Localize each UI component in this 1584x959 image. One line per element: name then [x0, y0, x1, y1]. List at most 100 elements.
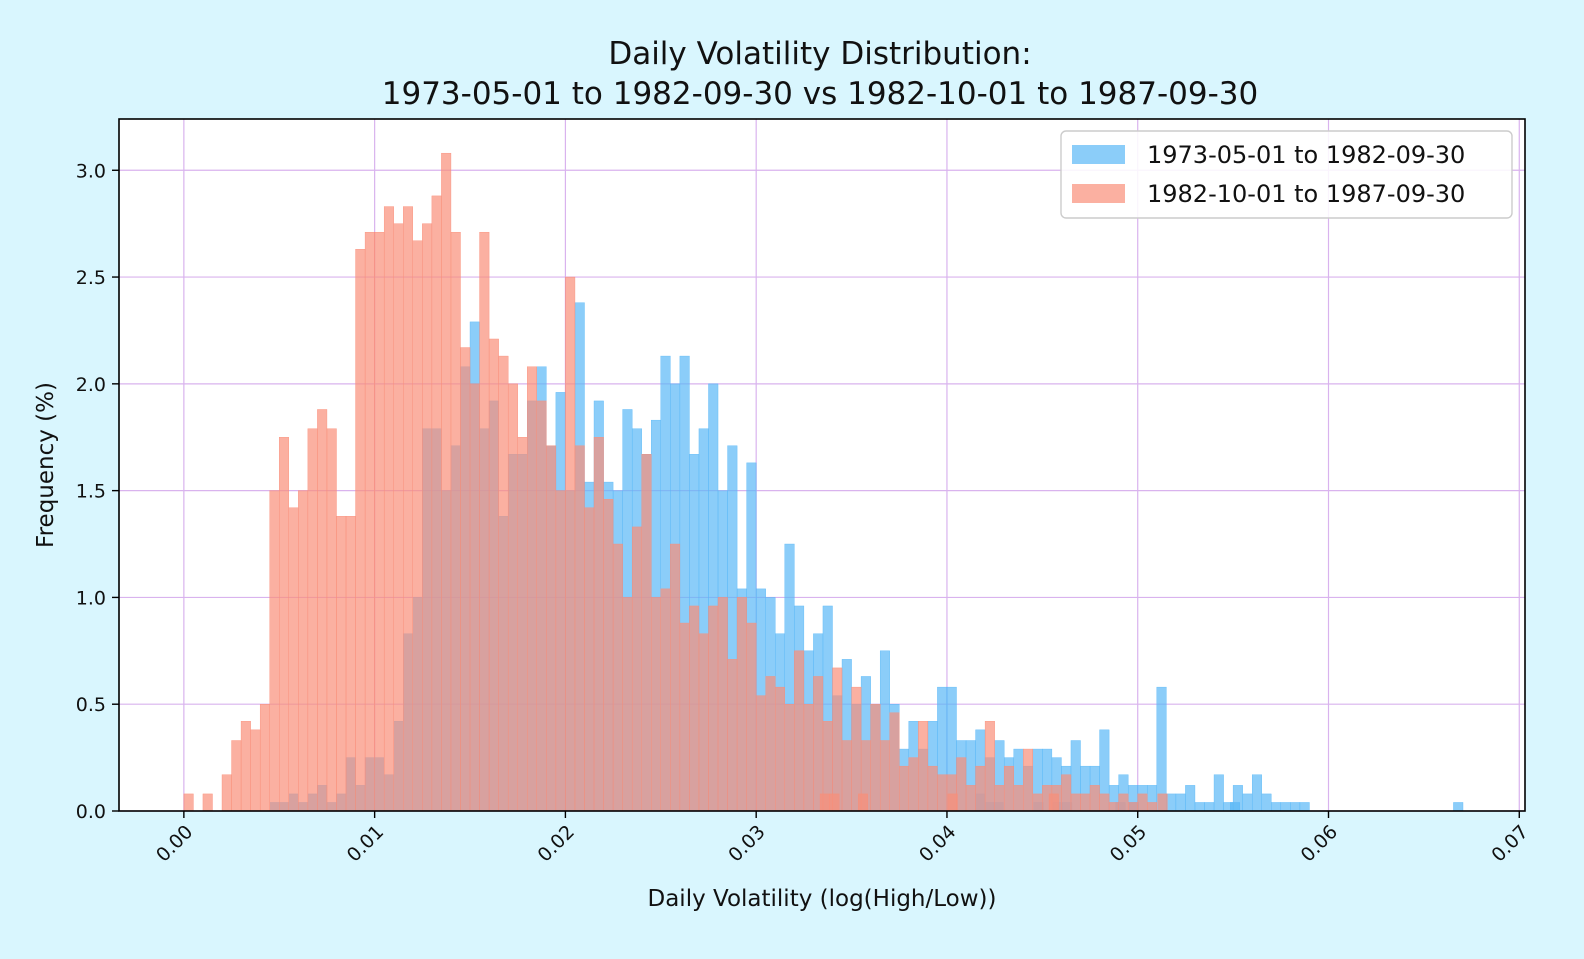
histogram-bar: [775, 686, 785, 812]
histogram-bar: [288, 507, 299, 812]
histogram-bar: [1230, 802, 1240, 812]
histogram-bar: [326, 428, 337, 812]
histogram-bar: [517, 437, 528, 812]
histogram-bar: [858, 793, 868, 812]
x-tick-label: 0.05: [1106, 821, 1151, 866]
histogram-bar: [651, 597, 661, 812]
histogram-bar: [1061, 774, 1072, 812]
histogram-bar: [279, 437, 289, 812]
histogram-bar: [708, 605, 719, 812]
histogram-bar: [832, 667, 843, 812]
histogram-bar: [1242, 793, 1253, 812]
histogram-bar: [269, 490, 280, 812]
histogram-bar: [1299, 802, 1310, 812]
histogram-bar: [1089, 785, 1100, 812]
histogram-bar: [383, 206, 394, 812]
histogram-bar: [469, 383, 480, 812]
histogram-bar: [1032, 793, 1043, 812]
histogram-bar: [956, 757, 967, 812]
y-tick-label: 2.0: [76, 374, 106, 396]
x-tick-label: 0.03: [724, 821, 769, 866]
histogram-bar: [829, 793, 840, 812]
histogram-bar: [631, 526, 642, 812]
y-tick-label: 2.5: [76, 267, 106, 289]
histogram-bar: [1147, 802, 1158, 812]
histogram-bar: [717, 597, 728, 812]
histogram-bar: [1013, 785, 1024, 812]
y-tick-label: 1.0: [76, 587, 106, 609]
histogram-bar: [403, 206, 413, 812]
histogram-bar: [355, 249, 366, 812]
histogram-bar: [1080, 793, 1091, 812]
legend-swatch-1982-1987: [1072, 184, 1125, 203]
x-tick-label: 0.04: [915, 821, 960, 866]
histogram-bar: [412, 240, 423, 812]
histogram-bar: [584, 507, 595, 812]
histogram-bar: [698, 633, 709, 812]
histogram-bar: [1156, 686, 1167, 812]
histogram-bar: [1099, 793, 1110, 812]
histogram-bar: [794, 650, 805, 812]
histogram-bar: [1251, 774, 1262, 812]
histogram-bar: [1280, 802, 1291, 812]
histogram-bar: [1137, 793, 1148, 812]
histogram-bar: [670, 543, 681, 812]
histogram-bar: [450, 231, 461, 812]
histogram-bar: [488, 338, 499, 812]
histogram-bar: [183, 793, 194, 812]
histogram-bar: [422, 223, 433, 812]
x-tick-label: 0.07: [1487, 821, 1532, 866]
histogram-bar: [1290, 802, 1301, 812]
histogram-bar: [250, 729, 261, 812]
histogram-bar: [1261, 793, 1272, 812]
histogram-bar: [393, 223, 404, 812]
histogram-bar: [1213, 774, 1224, 812]
histogram-bar: [889, 712, 900, 812]
histogram-bar: [1108, 802, 1119, 812]
histogram-bar: [1127, 802, 1138, 812]
legend-swatch-1973-1982: [1072, 145, 1125, 164]
histogram-bar: [345, 516, 356, 812]
histogram-bar: [975, 765, 986, 812]
histogram-bar: [546, 445, 557, 812]
histogram-bar: [374, 231, 385, 812]
y-tick-label: 0.0: [76, 801, 106, 823]
histogram-bar: [603, 498, 614, 812]
histogram-bar: [784, 704, 795, 812]
histogram-bar: [841, 740, 852, 812]
histogram-bar: [908, 757, 919, 812]
histogram-bar: [851, 686, 862, 812]
x-tick-label: 0.01: [343, 821, 388, 866]
plot-frame: [118, 118, 1526, 812]
histogram-bar: [1166, 793, 1177, 812]
histogram-bar: [803, 704, 814, 812]
histogram-bar: [899, 765, 910, 812]
histogram-bar: [994, 785, 1005, 812]
histogram-bar: [679, 622, 690, 812]
histogram-bar: [1118, 793, 1129, 812]
legend-box: [1060, 130, 1513, 219]
chart-title-line-1: Daily Volatility Distribution:: [608, 36, 1031, 72]
legend: 1973-05-01 to 1982-09-30 1982-10-01 to 1…: [1060, 130, 1513, 219]
histogram-bar: [927, 765, 938, 812]
histogram-bar: [317, 409, 328, 812]
histogram-bar: [1194, 802, 1205, 812]
histogram-bar: [565, 276, 576, 812]
histogram-bar: [1204, 802, 1215, 812]
histogram-bar: [364, 231, 375, 812]
histogram-bar: [965, 785, 976, 812]
legend-label-1982-1987: 1982-10-01 to 1987-09-30: [1147, 180, 1465, 208]
y-tick-label: 1.5: [76, 481, 106, 503]
histogram-bar: [307, 428, 318, 812]
histogram-bar: [1003, 765, 1014, 812]
histogram-bar: [221, 774, 232, 812]
histogram-bar: [336, 516, 347, 812]
histogram-bar: [727, 659, 738, 812]
histogram-bar: [736, 597, 747, 812]
histogram-bar: [441, 152, 452, 812]
y-tick-label: 0.5: [76, 694, 106, 716]
histogram-bar: [298, 490, 309, 812]
x-axis-label: Daily Volatility (log(High/Low)): [648, 886, 997, 912]
chart-title-line-2: 1973-05-01 to 1982-09-30 vs 1982-10-01 t…: [382, 76, 1259, 112]
